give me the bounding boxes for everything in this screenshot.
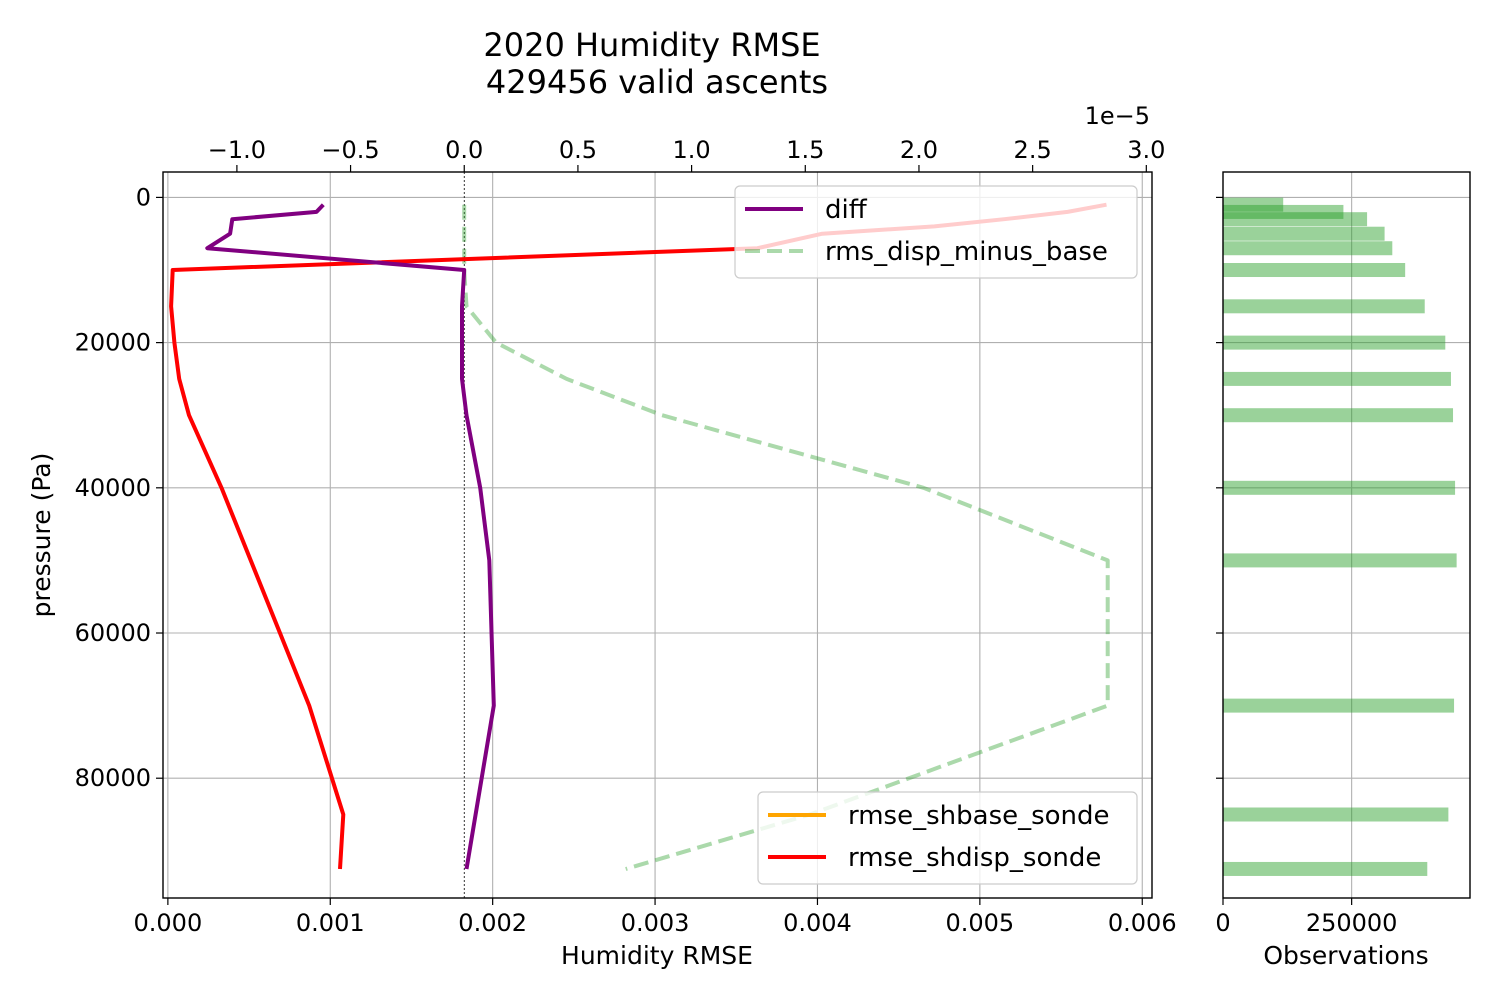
observation-bar xyxy=(1223,204,1344,219)
x-tick-label: 0.003 xyxy=(621,909,690,937)
legend-box xyxy=(757,791,1138,885)
bar-x-tick-label: 0 xyxy=(1215,909,1230,937)
observation-bars xyxy=(1223,197,1457,876)
x-axis-label: Humidity RMSE xyxy=(561,941,753,970)
legend-label-rmse-shbase-sonde: rmse_shbase_sonde xyxy=(848,801,1110,831)
x-tick-label: 0.004 xyxy=(783,909,852,937)
observation-bar xyxy=(1223,241,1393,256)
bar-plot-frame xyxy=(1222,171,1471,899)
observation-bar xyxy=(1223,226,1385,241)
main-gridlines xyxy=(163,172,1152,898)
top-tick-label: 2.0 xyxy=(900,136,938,164)
observation-bar xyxy=(1223,807,1449,822)
observation-bar xyxy=(1223,553,1457,568)
bar-x-tick-label: 250000 xyxy=(1306,909,1398,937)
top-tick-label: 1.5 xyxy=(786,136,824,164)
bar-axis-ticks: 0 250000 xyxy=(1215,196,1398,937)
y-tick-label: 20000 xyxy=(75,329,151,357)
observation-bar xyxy=(1223,480,1456,495)
observation-bar xyxy=(1223,371,1451,386)
main-plot-frame xyxy=(162,171,1153,899)
x-tick-label: 0.006 xyxy=(1108,909,1177,937)
observation-bar xyxy=(1223,212,1368,227)
series-line-diff xyxy=(205,203,496,870)
x-tick-label: 0.001 xyxy=(296,909,365,937)
legend-label-diff: diff xyxy=(825,195,868,225)
x-tick-label: 0.002 xyxy=(458,909,527,937)
top-tick-label: 0.0 xyxy=(445,136,483,164)
observation-bar xyxy=(1223,861,1428,876)
observation-bar xyxy=(1223,408,1454,423)
chart-title-line-1: 2020 Humidity RMSE xyxy=(483,26,820,64)
observation-bar xyxy=(1223,299,1425,314)
top-tick-label: −1.0 xyxy=(208,136,266,164)
observation-bar xyxy=(1223,698,1455,713)
series-lines xyxy=(169,202,1110,871)
top-tick-label: 2.5 xyxy=(1014,136,1052,164)
observation-bar xyxy=(1223,263,1406,278)
legend-label-rms-disp-minus-base: rms_disp_minus_base xyxy=(825,237,1108,267)
x-tick-label: 0.000 xyxy=(134,909,203,937)
top-tick-label: −0.5 xyxy=(321,136,379,164)
top-tick-label: 3.0 xyxy=(1127,136,1165,164)
observation-bar xyxy=(1223,335,1446,350)
main-axis-ticks: 0.000 0.001 0.002 0.003 0.004 0.005 0.006 −1.0 −… xyxy=(75,136,1177,937)
bar-gridlines xyxy=(1222,172,1470,898)
legend-upper-right: diff rms_disp_minus_base xyxy=(734,185,1138,279)
bar-x-axis-label: Observations xyxy=(1263,941,1428,970)
y-tick-label: 40000 xyxy=(75,474,151,502)
x-tick-label: 0.005 xyxy=(945,909,1014,937)
legend-lower-right: rmse_shbase_sonde rmse_shdisp_sonde xyxy=(757,791,1138,885)
series-line-rms-disp-minus-base xyxy=(462,204,1110,871)
y-tick-label: 0 xyxy=(136,183,151,211)
chart-title-line-2: 429456 valid ascents xyxy=(486,63,828,101)
series-line-rmse-shdisp-sonde xyxy=(169,202,1107,870)
y-tick-label: 80000 xyxy=(75,764,151,792)
legend-label-rmse-shdisp-sonde: rmse_shdisp_sonde xyxy=(848,843,1101,873)
observation-bar xyxy=(1223,197,1284,212)
legend-box xyxy=(734,185,1138,279)
top-tick-label: 0.5 xyxy=(559,136,597,164)
top-tick-label: 1.0 xyxy=(673,136,711,164)
y-axis-label: pressure (Pa) xyxy=(27,453,56,618)
y-tick-label: 60000 xyxy=(75,619,151,647)
top-axis-offset-label: 1e−5 xyxy=(1085,102,1150,130)
